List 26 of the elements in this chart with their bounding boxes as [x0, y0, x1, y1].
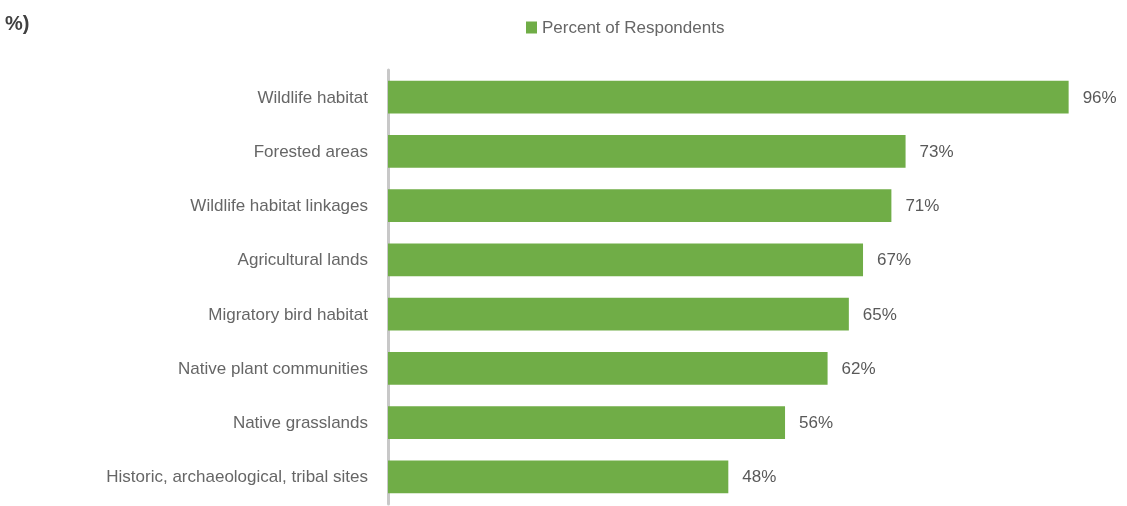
data-label: 73% [919, 141, 954, 161]
y-tick-label: Wildlife habitat linkages [190, 196, 368, 216]
data-label: 67% [877, 250, 912, 270]
bar [388, 80, 1069, 114]
data-label: 48% [742, 467, 777, 487]
y-tick-label: Wildlife habitat [257, 87, 369, 107]
data-label: 96% [1082, 87, 1117, 107]
data-label: 56% [799, 413, 834, 433]
data-label: 71% [905, 196, 940, 216]
legend-label: Percent of Respondents [542, 18, 725, 37]
text: %) [5, 12, 30, 34]
bar [388, 243, 864, 277]
bar [388, 297, 849, 331]
y-tick-label: Historic, archaeological, tribal sites [106, 467, 368, 487]
data-label: 62% [841, 358, 876, 378]
y-tick-label: Forested areas [253, 141, 368, 161]
data-label: 65% [862, 304, 897, 324]
bar [388, 406, 786, 439]
bar [388, 189, 892, 222]
bar [388, 352, 828, 385]
y-tick-label: Agricultural lands [237, 250, 368, 270]
bar [388, 135, 906, 168]
bar [388, 460, 729, 494]
y-tick-label: Native grasslands [232, 413, 368, 433]
y-tick-label: Native plant communities [178, 358, 368, 378]
y-tick-label: Migratory bird habitat [208, 304, 369, 324]
